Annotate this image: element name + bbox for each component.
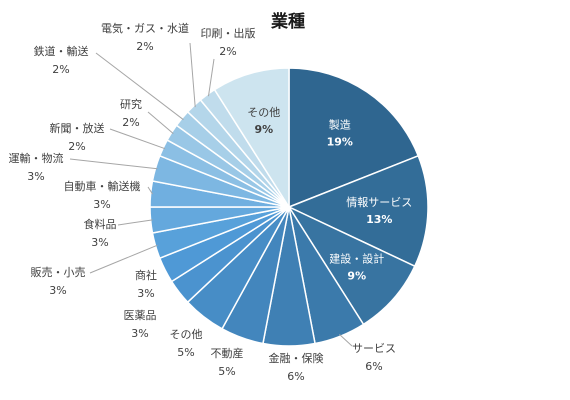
slice-percent-label: 3%: [131, 327, 148, 340]
slice-label: サービス: [352, 342, 396, 355]
slice-label: 印刷・出版: [201, 26, 256, 40]
slice-percent-label: 3%: [91, 236, 108, 249]
slice-percent-label: 2%: [52, 63, 69, 76]
slice-percent-label: 2%: [136, 40, 153, 53]
slice-label: その他: [247, 106, 280, 119]
slice-percent-label: 2%: [219, 45, 236, 58]
leader-line: [109, 128, 166, 150]
slice-percent-label: 13%: [366, 213, 392, 226]
leader-line: [117, 219, 153, 226]
slice-percent-label: 3%: [93, 198, 110, 211]
slice-label: 製造: [329, 117, 351, 131]
slice-label: 運輸・物流: [9, 151, 64, 165]
slice-percent-label: 6%: [287, 370, 304, 383]
slice-label: 不動産: [211, 346, 244, 360]
slice-label: 建設・設計: [329, 252, 384, 266]
slice-label: 鉄道・輸送: [34, 44, 89, 58]
leader-line: [339, 334, 353, 347]
chart-title: 業種: [271, 11, 305, 32]
slice-percent-label: 5%: [218, 365, 235, 378]
slice-label: 商社: [135, 268, 157, 282]
leader-line: [189, 42, 196, 108]
slice-percent-label: 5%: [177, 346, 194, 359]
slice-label: 自動車・輸送機: [64, 179, 141, 193]
leader-line: [147, 111, 174, 134]
pie-slice: [288, 67, 420, 209]
slice-percent-label: 2%: [122, 116, 139, 129]
slice-percent-label: 9%: [347, 270, 366, 283]
pie-slice: [286, 205, 416, 326]
leader-line: [95, 52, 184, 121]
slice-label: 電気・ガス・水道: [101, 21, 189, 35]
slice-percent-label: 9%: [254, 123, 273, 136]
slice-percent-label: 6%: [365, 360, 382, 373]
slice-label: 新聞・放送: [50, 121, 105, 135]
slice-percent-label: 3%: [27, 170, 44, 183]
leader-line: [147, 186, 154, 195]
pie-slice: [213, 67, 290, 210]
leader-line: [69, 158, 158, 170]
slice-label: 情報サービス: [346, 196, 412, 209]
slice-label: 販売・小売: [31, 266, 86, 279]
slice-percent-label: 3%: [137, 287, 154, 300]
pie-slice: [287, 154, 429, 268]
slice-percent-label: 2%: [68, 140, 85, 153]
slice-label: 医薬品: [124, 309, 157, 322]
slice-label: その他: [170, 328, 203, 341]
slice-label: 研究: [120, 97, 142, 111]
slice-label: 金融・保険: [269, 351, 324, 365]
slice-label: 食料品: [84, 217, 117, 231]
slice-percent-label: 19%: [327, 135, 353, 148]
leader-line: [89, 244, 158, 274]
leader-line: [207, 58, 215, 97]
slice-percent-label: 3%: [49, 284, 66, 297]
